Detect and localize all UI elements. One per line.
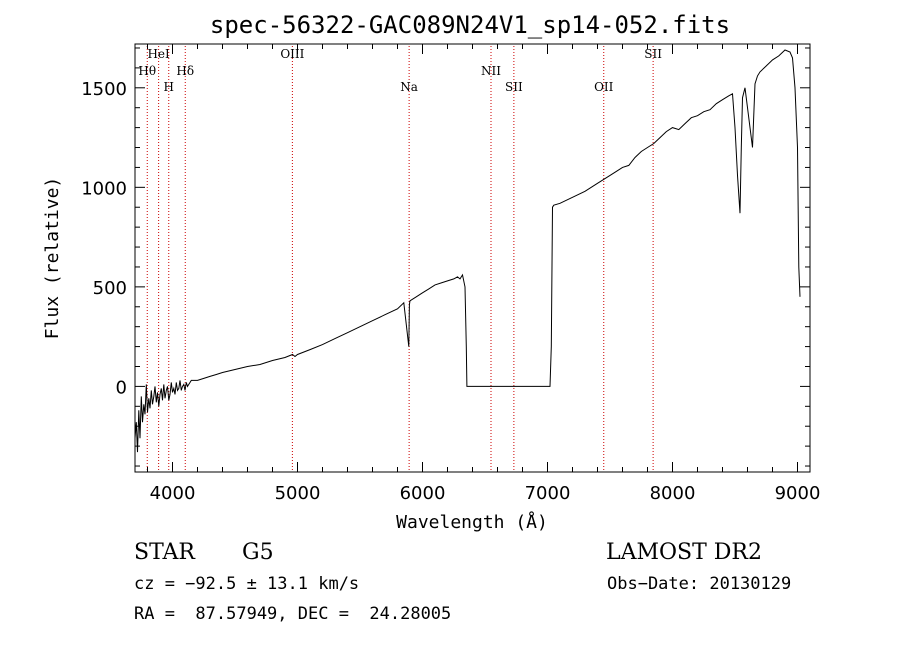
survey-name: LAMOST DR2 [606, 540, 762, 565]
spectral-line-label: Na [400, 80, 418, 94]
x-tick-label: 8000 [650, 483, 696, 504]
x-tick-label: 5000 [275, 483, 321, 504]
spectral-line-label: NII [481, 64, 501, 78]
y-tick-label: 1000 [81, 178, 127, 199]
x-tick-label: 4000 [150, 483, 196, 504]
axis-ticks-layer: 4000 5000 6000 7000 8000 9000 0 500 1000 1500 [81, 44, 820, 504]
object-subclass: G5 [242, 540, 274, 565]
spectral-line-label: SII [644, 47, 662, 61]
x-tick-label: 9000 [775, 483, 821, 504]
spectral-line-label: OIII [280, 47, 304, 61]
emission-lines-layer: Hθ HeI HHδ OIII Na NII SII OII SII [138, 46, 662, 472]
spectral-line-label: SII [505, 80, 523, 94]
y-axis-label: Flux (relative) [42, 177, 63, 340]
spectral-line-label: OII [594, 80, 614, 94]
spectrum-line [134, 49, 801, 453]
object-class: STAR [134, 540, 195, 565]
y-tick-label: 1500 [81, 79, 127, 100]
obs-date: Obs−Date: 20130129 [607, 574, 792, 594]
plot-frame [134, 43, 811, 473]
spectral-line-label: HeI [147, 47, 170, 61]
coordinates: RA = 87.57949, DEC = 24.28005 [134, 604, 452, 624]
spectral-line-label: Hθ [138, 64, 156, 78]
y-tick-label: 500 [93, 278, 127, 299]
x-tick-label: 7000 [525, 483, 571, 504]
redshift-info: cz = −92.5 ± 13.1 km/s [134, 574, 360, 594]
x-axis-label: Wavelength (Å) [396, 511, 548, 533]
chart-title: spec-56322-GAC089N24V1_sp14-052.fits [210, 11, 730, 39]
y-tick-label: 0 [116, 377, 127, 398]
spectral-line-label: H [164, 80, 174, 94]
x-tick-label: 6000 [400, 483, 446, 504]
spectral-line-label: Hδ [176, 64, 194, 78]
